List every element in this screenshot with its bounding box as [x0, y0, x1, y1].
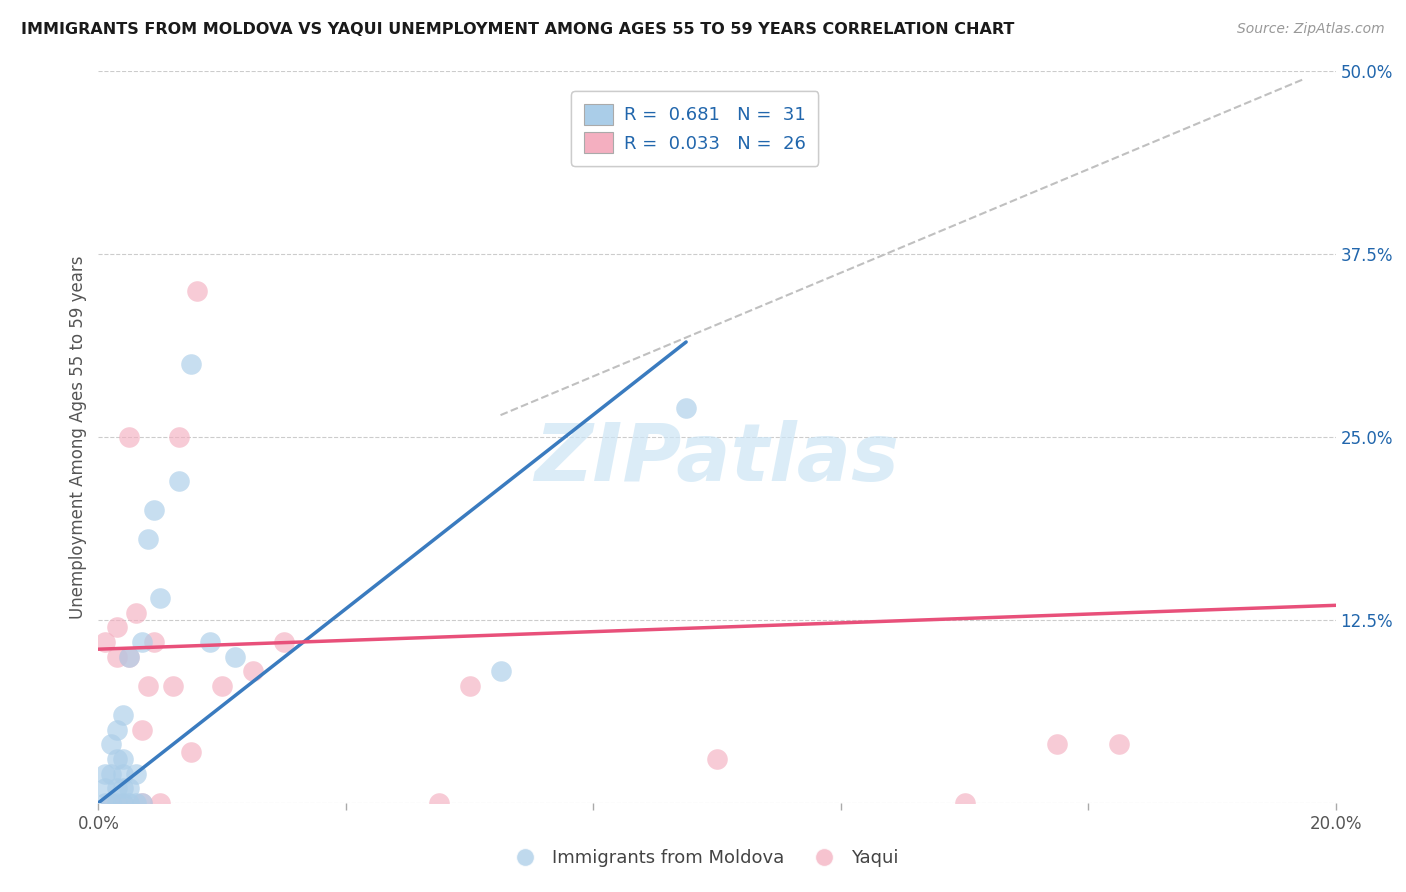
Point — [180, 357, 202, 371]
Point — [118, 781, 141, 796]
Point — [118, 796, 141, 810]
Point — [105, 620, 128, 634]
Point — [118, 430, 141, 444]
Point — [93, 796, 115, 810]
Point — [105, 796, 128, 810]
Point — [105, 781, 128, 796]
Point — [167, 474, 190, 488]
Point — [149, 591, 172, 605]
Text: IMMIGRANTS FROM MOLDOVA VS YAQUI UNEMPLOYMENT AMONG AGES 55 TO 59 YEARS CORRELAT: IMMIGRANTS FROM MOLDOVA VS YAQUI UNEMPLO… — [21, 22, 1015, 37]
Point — [100, 796, 122, 810]
Point — [131, 723, 153, 737]
Point — [675, 401, 697, 415]
Point — [953, 796, 976, 810]
Point — [489, 664, 512, 678]
Point — [93, 781, 115, 796]
Point — [124, 766, 146, 780]
Point — [100, 796, 122, 810]
Point — [180, 745, 202, 759]
Point — [100, 766, 122, 780]
Point — [105, 649, 128, 664]
Point — [100, 737, 122, 751]
Point — [112, 708, 135, 723]
Point — [186, 284, 208, 298]
Point — [118, 649, 141, 664]
Point — [105, 723, 128, 737]
Point — [112, 781, 135, 796]
Y-axis label: Unemployment Among Ages 55 to 59 years: Unemployment Among Ages 55 to 59 years — [69, 255, 87, 619]
Text: Source: ZipAtlas.com: Source: ZipAtlas.com — [1237, 22, 1385, 37]
Point — [458, 679, 481, 693]
Point — [131, 635, 153, 649]
Point — [167, 430, 190, 444]
Point — [131, 796, 153, 810]
Point — [149, 796, 172, 810]
Point — [211, 679, 233, 693]
Point — [112, 796, 135, 810]
Point — [1108, 737, 1130, 751]
Point — [93, 635, 115, 649]
Point — [273, 635, 295, 649]
Point — [124, 796, 146, 810]
Point — [93, 766, 115, 780]
Point — [112, 796, 135, 810]
Legend: R =  0.681   N =  31, R =  0.033   N =  26: R = 0.681 N = 31, R = 0.033 N = 26 — [571, 91, 818, 166]
Point — [118, 649, 141, 664]
Point — [198, 635, 221, 649]
Point — [112, 752, 135, 766]
Point — [143, 503, 166, 517]
Point — [242, 664, 264, 678]
Point — [427, 796, 450, 810]
Text: ZIPatlas: ZIPatlas — [534, 420, 900, 498]
Point — [136, 679, 159, 693]
Point — [1046, 737, 1069, 751]
Point — [706, 752, 728, 766]
Point — [143, 635, 166, 649]
Point — [124, 606, 146, 620]
Point — [136, 533, 159, 547]
Point — [105, 752, 128, 766]
Point — [131, 796, 153, 810]
Legend: Immigrants from Moldova, Yaqui: Immigrants from Moldova, Yaqui — [501, 842, 905, 874]
Point — [224, 649, 246, 664]
Point — [112, 766, 135, 780]
Point — [162, 679, 184, 693]
